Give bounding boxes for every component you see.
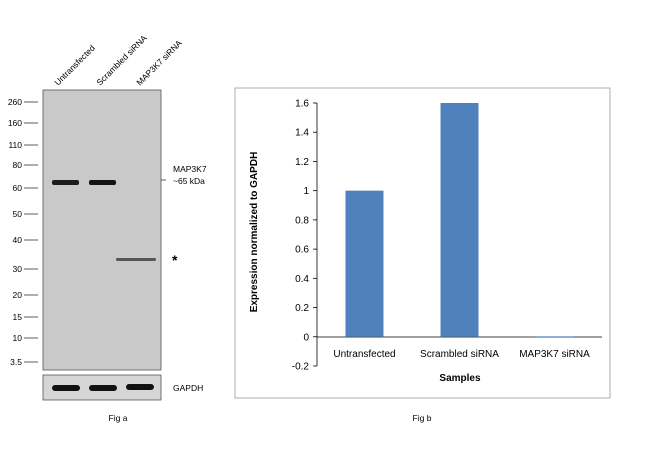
bar (440, 103, 479, 337)
y-tick-label: 0.4 (295, 274, 309, 285)
y-tick-label: 0.2 (295, 303, 309, 314)
y-tick-label: 1.4 (295, 128, 309, 139)
ladder-label-60: 60 (13, 183, 23, 193)
band-map3k7-lane2 (89, 180, 116, 185)
ladder-label-110: 110 (8, 140, 22, 150)
fig-b-caption: Fig b (413, 413, 432, 423)
bar (535, 336, 574, 338)
chart-frame (234, 87, 611, 399)
y-tick-label: 1.2 (295, 157, 309, 168)
band-gapdh-lane1 (52, 385, 80, 391)
band-gapdh-lane3 (126, 384, 154, 390)
ladder-label-260: 260 (8, 97, 22, 107)
y-tick-label: 1 (303, 186, 309, 197)
ladder-label-30: 30 (13, 264, 23, 274)
ladder-label-160: 160 (8, 118, 22, 128)
fig-a-caption: Fig a (109, 413, 128, 423)
bars-group (345, 103, 574, 338)
band-nonspecific-lane3 (116, 258, 156, 261)
ladder-label-20: 20 (13, 290, 23, 300)
x-tick-label: Scrambled siRNA (420, 349, 499, 360)
ladder-label-80: 80 (13, 160, 23, 170)
western-blot-panel: Untransfected Scrambled siRNA MAP3K7 siR… (8, 33, 207, 423)
ladder-label-10: 10 (13, 333, 23, 343)
x-tick-label: Untransfected (333, 349, 395, 360)
bar-chart-panel: 1.6 1.4 1.2 1 0.8 0.6 0.4 0.2 0 -0.2 Untransfecte… (234, 87, 611, 423)
target-size-label: ~65 kDa (173, 176, 205, 186)
bar (345, 190, 384, 337)
ladder-label-3-5: 3.5 (10, 357, 22, 367)
band-map3k7-lane1 (52, 180, 79, 185)
ladder-label-15: 15 (13, 312, 23, 322)
ladder-label-50: 50 (13, 209, 23, 219)
y-tick-label: 0.8 (295, 215, 309, 226)
band-gapdh-lane2 (89, 385, 117, 391)
y-tick-label: 1.6 (295, 99, 309, 110)
nonspecific-asterisk: * (172, 252, 178, 268)
y-tick-label: 0.6 (295, 245, 309, 256)
x-axis-tick-labels: Untransfected Scrambled siRNA MAP3K7 siRNA (333, 349, 590, 360)
y-tick-label: 0 (303, 332, 309, 343)
y-axis-title: Expression normalized to GAPDH (249, 152, 260, 313)
ladder-label-40: 40 (13, 235, 23, 245)
ladder-ticks (24, 101, 38, 363)
y-tick-label: -0.2 (292, 362, 310, 373)
blot-membrane (42, 89, 162, 371)
x-tick-label: MAP3K7 siRNA (519, 349, 590, 360)
gapdh-label: GAPDH (173, 383, 203, 393)
lane-label-untransfected: Untransfected (52, 43, 97, 88)
target-label: MAP3K7 (173, 164, 207, 174)
y-axis-ticks: 1.6 1.4 1.2 1 0.8 0.6 0.4 0.2 0 -0.2 (292, 99, 317, 373)
x-axis-title: Samples (439, 373, 481, 384)
